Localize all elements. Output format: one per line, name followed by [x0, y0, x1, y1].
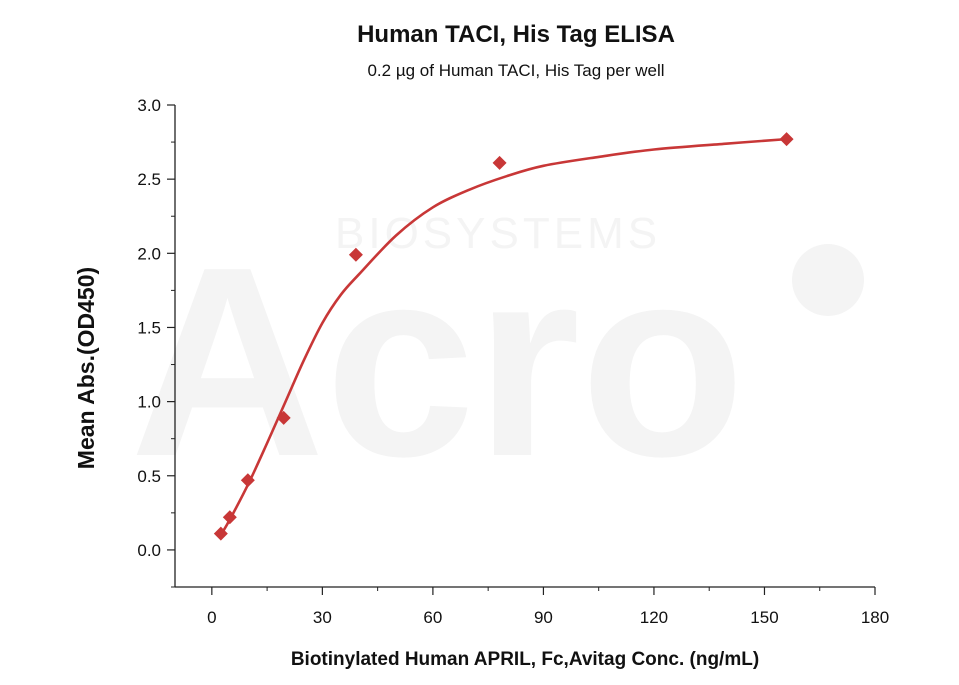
y-tick-label: 1.5	[137, 318, 161, 337]
x-axis-title: Biotinylated Human APRIL, Fc,Avitag Conc…	[291, 649, 759, 670]
y-tick-label: 2.5	[137, 170, 161, 189]
y-tick-label: 1.0	[137, 393, 161, 412]
data-point	[779, 132, 794, 147]
watermark-brand: Acro	[130, 212, 745, 513]
chart-subtitle: 0.2 µg of Human TACI, His Tag per well	[367, 61, 664, 80]
x-tick-label: 120	[640, 608, 668, 627]
data-points-layer	[213, 132, 794, 541]
data-point	[240, 473, 255, 488]
y-tick-label: 0.0	[137, 541, 161, 560]
y-tick-label: 3.0	[137, 96, 161, 115]
fit-curve-layer	[219, 137, 787, 536]
watermark-sub: BIOSYSTEMS	[335, 209, 661, 258]
data-point	[222, 510, 237, 525]
x-tick-label: 180	[861, 608, 889, 627]
axes: 0.0 0.5 1.0 1.5 2.0 2.5 3.0 0 30 60 90 120 150 180	[137, 96, 889, 627]
data-point	[276, 410, 291, 425]
x-tick-label: 150	[750, 608, 778, 627]
fit-curve	[219, 137, 787, 536]
x-tick-label: 90	[534, 608, 553, 627]
x-tick-label: 0	[207, 608, 216, 627]
watermark-dot	[792, 244, 864, 316]
x-tick-label: 60	[423, 608, 442, 627]
y-axis-title: Mean Abs.(OD450)	[73, 267, 99, 469]
y-tick-label: 2.0	[137, 244, 161, 263]
y-tick-label: 0.5	[137, 467, 161, 486]
chart-title: Human TACI, His Tag ELISA	[357, 21, 675, 48]
data-point	[213, 526, 228, 541]
data-point	[348, 247, 363, 262]
x-tick-label: 30	[313, 608, 332, 627]
data-point	[492, 155, 507, 170]
